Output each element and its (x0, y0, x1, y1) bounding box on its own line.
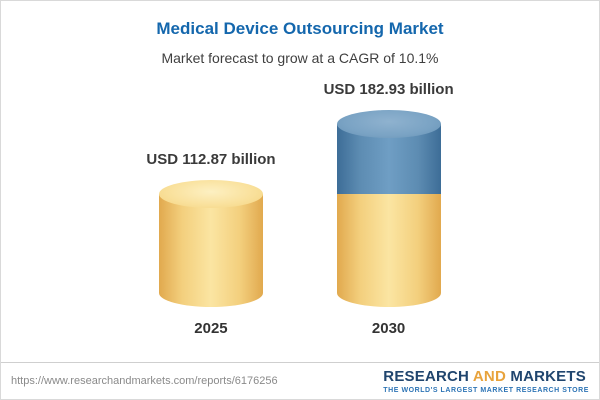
axis-label-2030: 2030 (371, 320, 406, 337)
cylinder-2025 (158, 180, 263, 307)
cylinder-2030 (336, 110, 441, 307)
chart-header: Medical Device Outsourcing Market Market… (1, 1, 599, 66)
logo-word-markets: MARKETS (510, 367, 586, 385)
chart-subtitle: Market forecast to grow at a CAGR of 10.… (161, 50, 439, 66)
footer: https://www.researchandmarkets.com/repor… (1, 362, 599, 399)
chart-title: Medical Device Outsourcing Market (156, 19, 444, 38)
researchandmarkets-logo: RESEARCH AND MARKETS THE WORLD'S LARGEST… (383, 369, 589, 394)
logo-word-research: RESEARCH (383, 367, 470, 385)
bar-group-2030: USD 182.93 billion 2030 (324, 81, 454, 337)
value-label-2025: USD 112.87 billion (146, 151, 276, 168)
logo-word-and: AND (472, 367, 506, 385)
cylinder-segment-2030-base (336, 194, 441, 307)
bar-group-2025: USD 112.87 billion 2025 (146, 151, 275, 337)
cylinder-segment-2025-base (158, 194, 263, 307)
value-label-2030: USD 182.93 billion (323, 81, 454, 98)
report-url: https://www.researchandmarkets.com/repor… (11, 375, 278, 387)
logo-tagline: THE WORLD'S LARGEST MARKET RESEARCH STOR… (383, 386, 589, 394)
cylinder-top-ellipse-2025 (158, 180, 263, 208)
cylinder-top-ellipse-2030 (336, 110, 441, 138)
axis-label-2025: 2025 (194, 320, 228, 337)
logo-wordmark: RESEARCH AND MARKETS (383, 369, 589, 384)
bar-chart: USD 112.87 billion 2025 USD 182.93 billi… (1, 81, 599, 337)
